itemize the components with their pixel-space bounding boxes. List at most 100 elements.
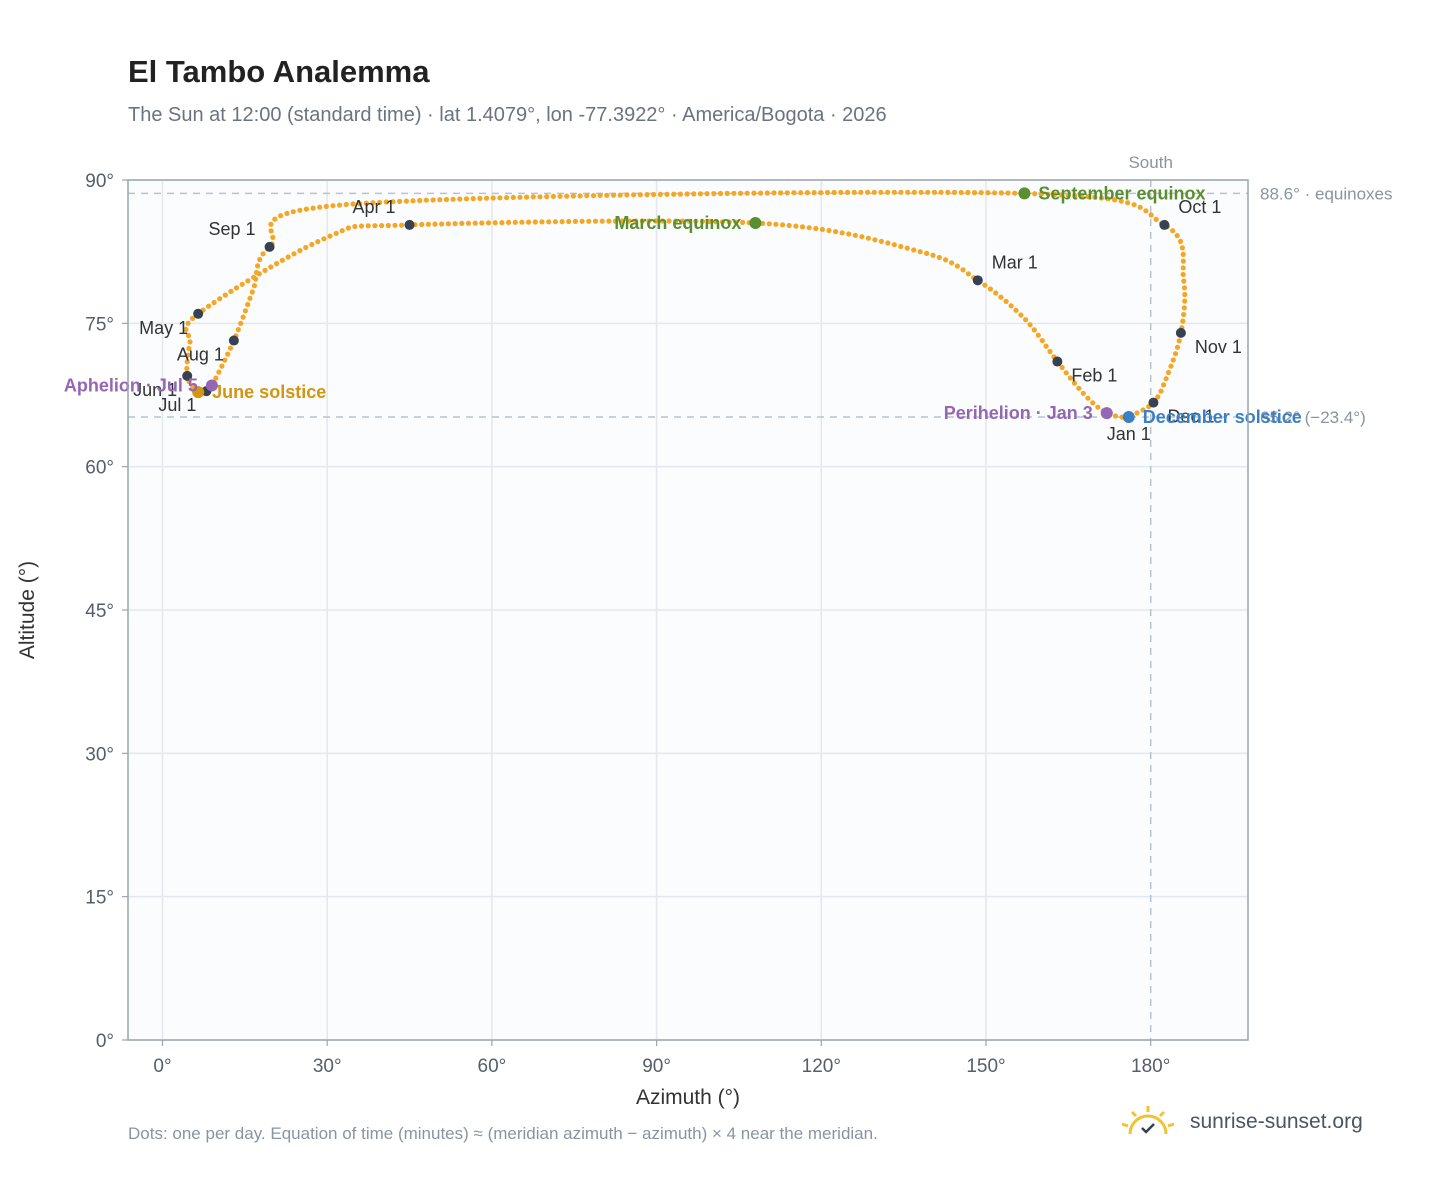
- day-dot: [432, 221, 438, 227]
- day-dot: [1181, 311, 1187, 318]
- day-dot: [1092, 194, 1098, 200]
- day-dot: [1170, 357, 1176, 363]
- day-dot: [510, 194, 516, 200]
- day-dot: [477, 195, 483, 201]
- day-dot: [268, 221, 274, 227]
- x-axis-label: Azimuth (°): [636, 1086, 740, 1109]
- day-dot: [818, 190, 824, 196]
- day-dot: [233, 285, 240, 291]
- day-dot: [653, 218, 659, 224]
- day-dot: [524, 194, 530, 200]
- day-dot: [885, 240, 891, 246]
- day-dot: [758, 190, 764, 196]
- day-dot: [766, 221, 772, 227]
- day-dot: [590, 193, 597, 199]
- brand-name[interactable]: sunrise-sunset.org: [1190, 1110, 1363, 1133]
- day-dot: [612, 218, 619, 224]
- day-dot: [898, 243, 904, 250]
- day-dot: [279, 257, 285, 263]
- day-dot: [673, 218, 679, 224]
- day-dot: [1179, 245, 1185, 251]
- day-dot: [278, 213, 284, 219]
- day-dot: [537, 194, 543, 200]
- day-dot: [1065, 192, 1071, 198]
- day-dot: [1003, 298, 1009, 304]
- day-dot: [1112, 197, 1118, 203]
- day-dot: [1174, 344, 1181, 350]
- day-dot: [878, 238, 885, 244]
- day-dot: [512, 219, 518, 225]
- day-dot: [577, 193, 583, 199]
- day-dot: [186, 345, 192, 352]
- day-dot: [459, 220, 465, 226]
- day-dot: [211, 299, 217, 306]
- day-dot: [185, 320, 191, 326]
- day-dot: [470, 196, 476, 202]
- day-dot: [570, 193, 577, 199]
- day-dot: [350, 201, 356, 207]
- day-dot: [846, 231, 852, 237]
- day-dot: [617, 192, 623, 198]
- day-dot: [811, 190, 817, 196]
- day-dot: [185, 352, 191, 358]
- x-tick-label: 60°: [478, 1056, 507, 1077]
- south-label: South: [1128, 153, 1172, 172]
- month-label: Dec 1: [1167, 407, 1214, 427]
- brand[interactable]: sunrise-sunset.org: [1120, 1104, 1363, 1140]
- day-dot: [691, 191, 697, 197]
- day-dot: [260, 251, 266, 257]
- day-dot: [217, 296, 223, 302]
- day-dot: [228, 288, 234, 294]
- day-dot: [274, 261, 280, 267]
- day-dot: [1112, 413, 1119, 419]
- x-tick-label: 30°: [313, 1056, 342, 1077]
- day-dot: [206, 303, 212, 309]
- day-dot: [930, 252, 936, 258]
- day-dot: [1158, 388, 1164, 394]
- day-dot: [659, 218, 665, 224]
- day-dot: [1181, 305, 1187, 311]
- day-dot: [833, 229, 839, 235]
- day-dot: [530, 194, 536, 200]
- day-dot: [385, 222, 391, 229]
- day-dot: [806, 225, 812, 231]
- day-dot: [239, 281, 245, 287]
- day-dot: [697, 191, 704, 197]
- day-dot: [1085, 395, 1091, 401]
- day-dot: [657, 191, 663, 197]
- day-dot: [631, 192, 637, 198]
- day-dot: [443, 196, 449, 203]
- day-dot: [644, 192, 650, 198]
- event-label: December solstice: [1143, 407, 1302, 427]
- day-dot: [465, 220, 472, 226]
- day-dot: [323, 203, 329, 209]
- y-tick-label: 45°: [85, 601, 114, 622]
- month-marker: [264, 241, 275, 252]
- day-dot: [1085, 194, 1091, 200]
- day-dot: [664, 191, 670, 197]
- day-dot: [297, 207, 303, 213]
- y-tick-label: 15°: [85, 888, 114, 909]
- day-dot: [225, 351, 231, 357]
- day-dot: [445, 221, 451, 227]
- day-dot: [1118, 198, 1124, 204]
- month-label: Nov 1: [1195, 337, 1242, 357]
- day-dot: [958, 189, 964, 196]
- day-dot: [1008, 303, 1014, 309]
- month-marker: [228, 335, 239, 346]
- day-dot: [1023, 317, 1029, 323]
- day-dot: [1180, 251, 1186, 257]
- day-dot: [352, 223, 358, 230]
- day-dot: [557, 193, 563, 199]
- event-label: September equinox: [1038, 183, 1205, 203]
- day-dot: [1032, 191, 1038, 197]
- day-dot: [497, 195, 503, 201]
- day-dot: [333, 230, 339, 236]
- day-dot: [799, 224, 806, 230]
- day-dot: [992, 190, 998, 196]
- day-dot: [604, 192, 610, 198]
- day-dot: [245, 278, 251, 284]
- day-dot: [309, 241, 315, 248]
- day-dot: [1143, 208, 1149, 214]
- day-dot: [419, 221, 425, 228]
